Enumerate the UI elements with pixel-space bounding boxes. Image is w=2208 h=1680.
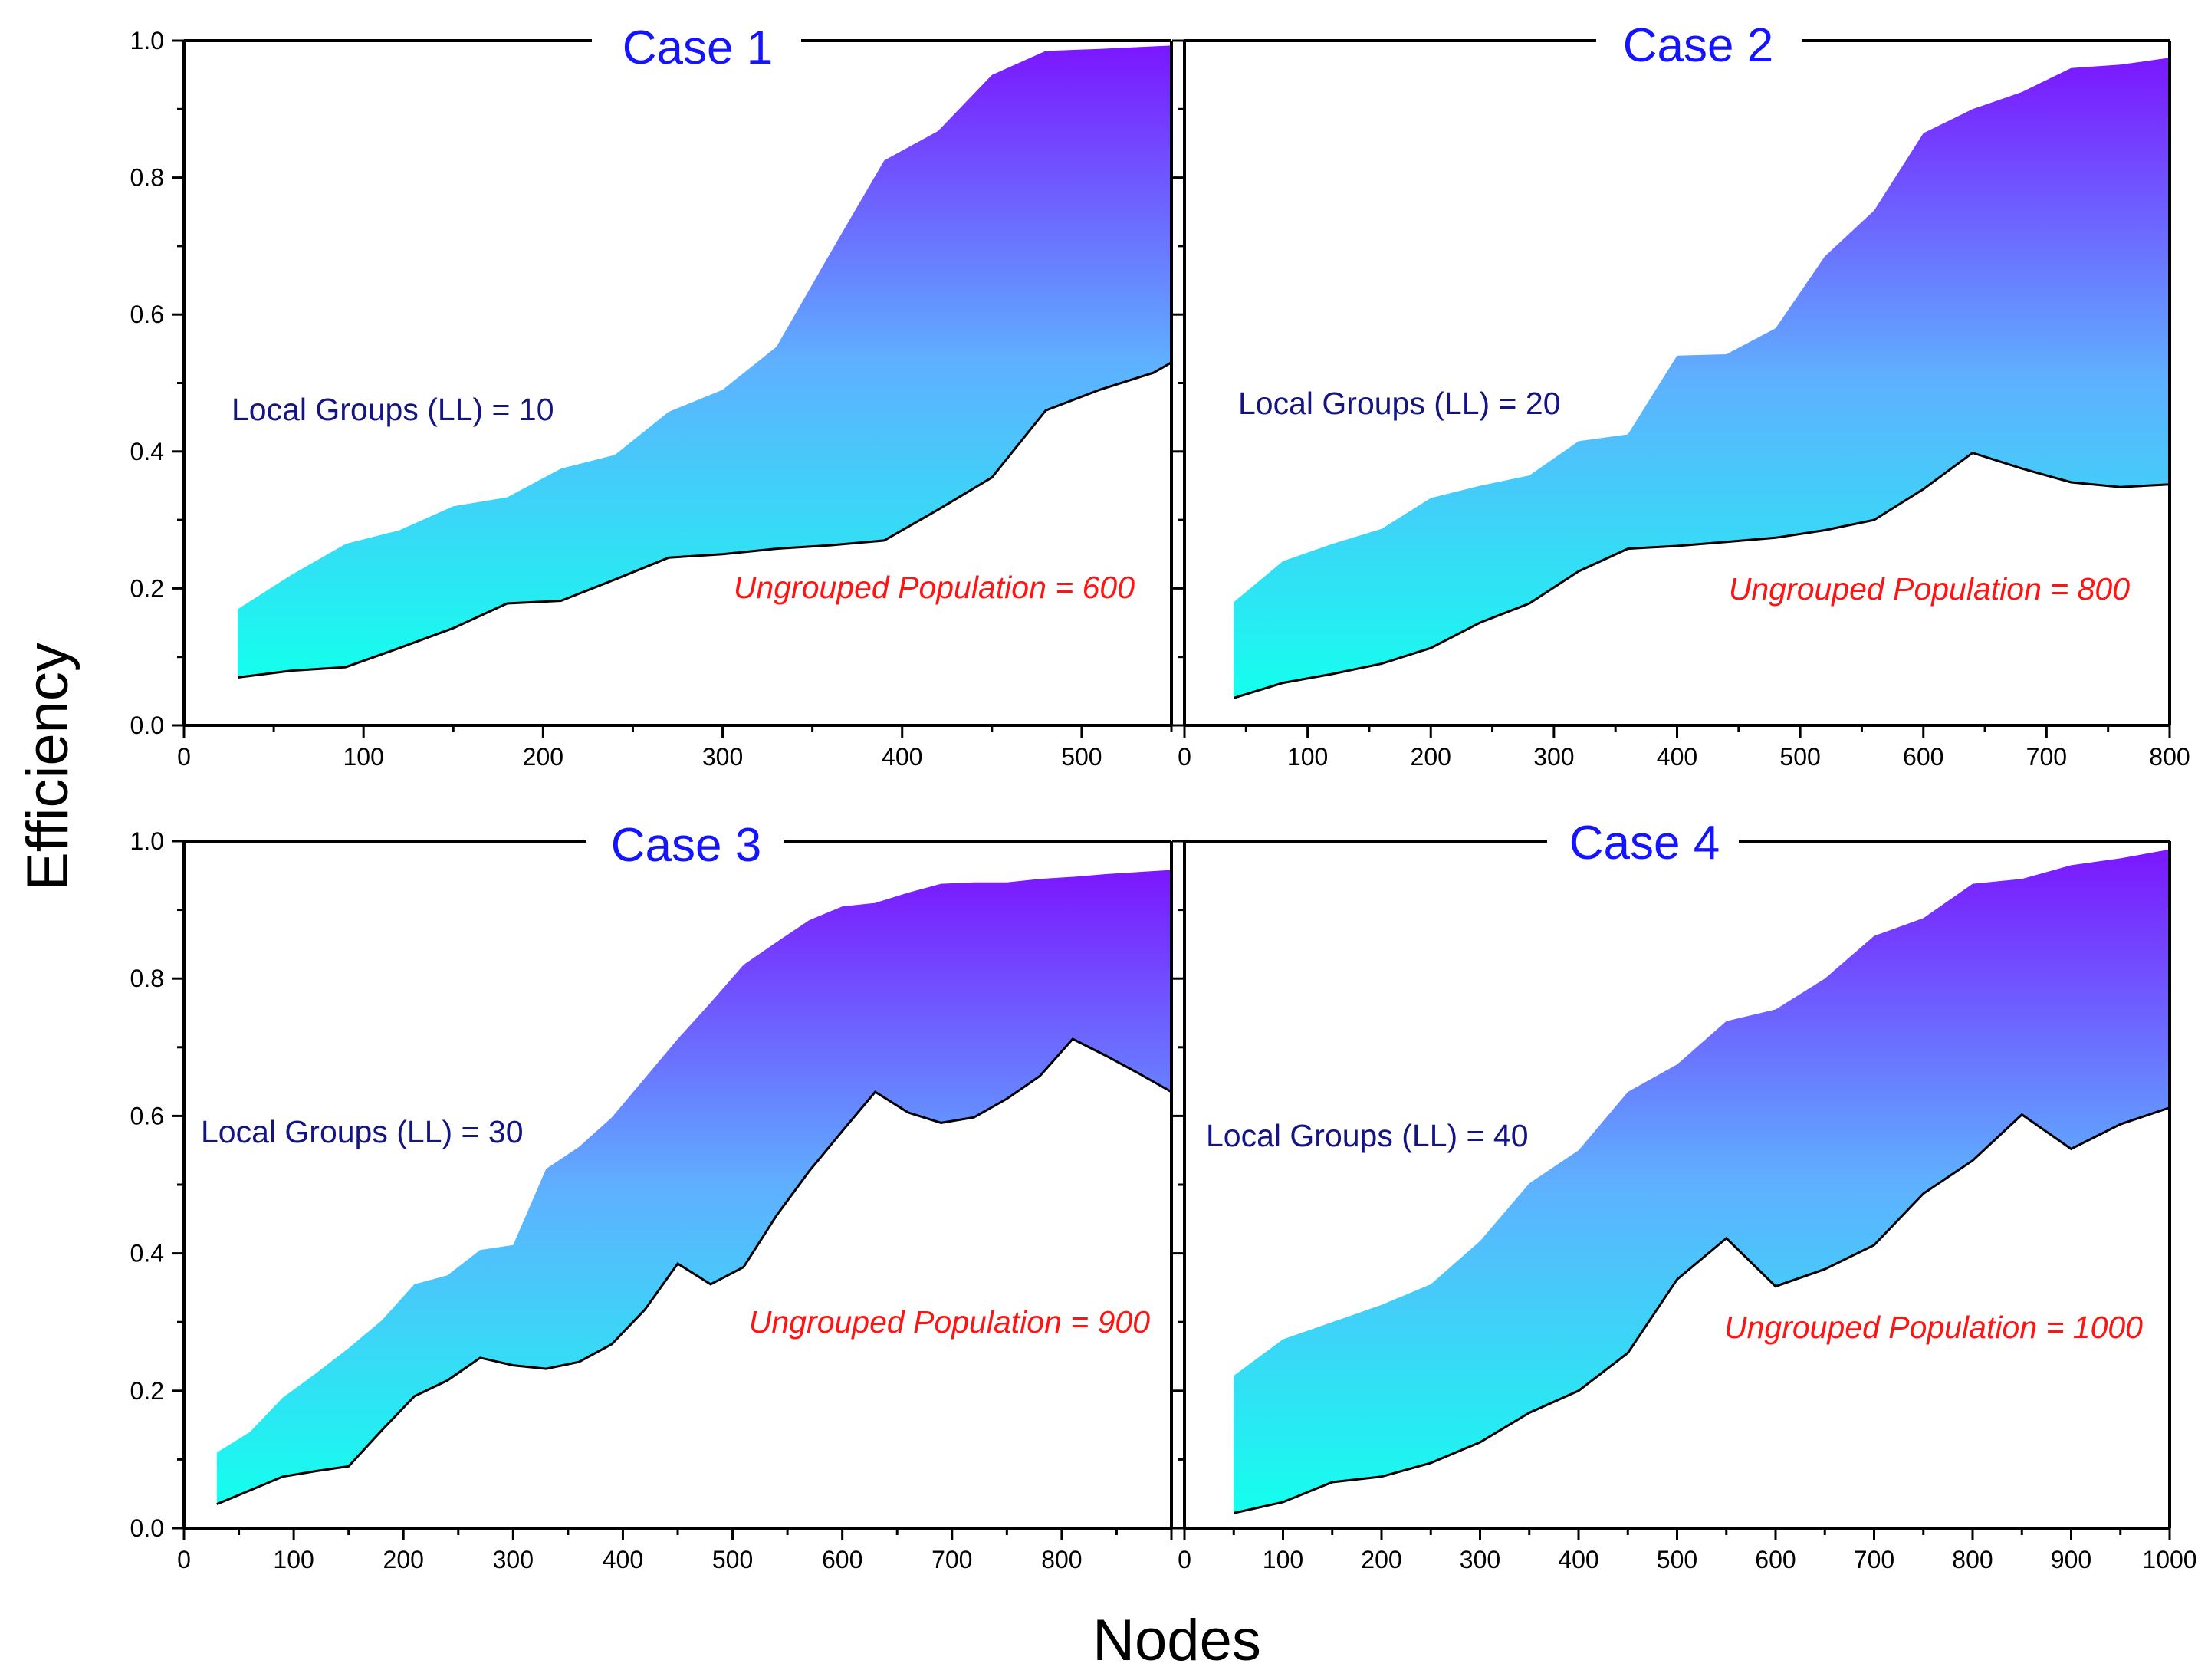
x-tick-label: 300: [1460, 1546, 1500, 1573]
x-tick-label: 800: [1952, 1546, 1993, 1573]
lower-bound-line: [216, 1037, 1172, 1505]
x-tick-label: 100: [273, 1546, 314, 1573]
x-tick-label: 400: [1657, 743, 1697, 771]
ungrouped-population-label: Ungrouped Population = 800: [1729, 571, 2130, 607]
x-tick-label: 400: [603, 1546, 643, 1573]
x-axis-title: Nodes: [1092, 1608, 1261, 1673]
case-title: Case 3: [611, 819, 761, 872]
lower-bound-line: [1233, 451, 2170, 699]
y-tick-label: 0.4: [130, 438, 164, 465]
efficiency-band: [1234, 58, 2170, 699]
ungrouped-population-label: Ungrouped Population = 900: [749, 1304, 1150, 1340]
x-tick-label: 300: [702, 743, 743, 771]
x-tick-label: 0: [1178, 1546, 1191, 1573]
x-tick-label: 600: [1903, 743, 1944, 771]
case-title: Case 1: [623, 21, 773, 74]
y-tick-label: 0.2: [130, 574, 164, 602]
x-tick-label: 500: [1657, 1546, 1697, 1573]
x-tick-label: 200: [1361, 1546, 1401, 1573]
panel-case-3: 0 100 200 300 400 500 600 700 800 0.0 0.2 0.4 0.6 0.8…: [130, 819, 1173, 1573]
x-tick-label: 500: [1779, 743, 1820, 771]
x-tick-label: 0: [177, 1546, 191, 1573]
case-title: Case 4: [1569, 817, 1720, 870]
x-tick-label: 0: [1178, 743, 1191, 771]
y-tick-label: 0.6: [130, 1102, 164, 1129]
x-tick-label: 200: [383, 1546, 424, 1573]
x-tick-label: 100: [343, 743, 383, 771]
local-groups-label: Local Groups (LL) = 10: [232, 392, 554, 427]
panel-case-1: 0 100 200 300 400 500 0.0 0.2 0.4 0.6 0.8 1.0 Case 1…: [130, 21, 1173, 771]
lower-bound-line: [238, 361, 1172, 679]
x-tick-label: 600: [1755, 1546, 1796, 1573]
x-tick-label: 400: [882, 743, 922, 771]
x-tick-label: 700: [2026, 743, 2067, 771]
lower-bound-line: [1233, 1106, 2170, 1514]
case-title: Case 2: [1623, 19, 1773, 72]
x-tick-label: 1000: [2142, 1546, 2196, 1573]
ungrouped-population-label: Ungrouped Population = 600: [734, 570, 1135, 605]
x-tick-label: 300: [493, 1546, 534, 1573]
x-tick-label: 200: [523, 743, 564, 771]
x-tick-label: 700: [1854, 1546, 1894, 1573]
y-axis-title: Efficiency: [15, 643, 80, 891]
x-tick-label: 700: [932, 1546, 972, 1573]
x-tick-label: 900: [2051, 1546, 2091, 1573]
x-tick-label: 800: [1041, 1546, 1082, 1573]
x-tick-label: 300: [1533, 743, 1574, 771]
y-tick-label: 0.2: [130, 1377, 164, 1405]
y-tick-label: 1.0: [130, 27, 164, 54]
y-tick-label: 0.0: [130, 1514, 164, 1542]
x-tick-label: 100: [1263, 1546, 1303, 1573]
panel-case-2: 0 100 200 300 400 500 600 700 800 Case 2 Local Gro…: [1172, 19, 2190, 771]
efficiency-band: [238, 45, 1171, 678]
y-tick-label: 1.0: [130, 827, 164, 855]
efficiency-band: [1234, 849, 2170, 1514]
ungrouped-population-label: Ungrouped Population = 1000: [1724, 1310, 2143, 1345]
y-tick-label: 0.4: [130, 1240, 164, 1267]
panels: 0 100 200 300 400 500 0.0 0.2 0.4 0.6 0.8 1.0 Case 1…: [130, 19, 2197, 1573]
local-groups-label: Local Groups (LL) = 20: [1238, 386, 1561, 421]
x-tick-label: 100: [1287, 743, 1328, 771]
y-tick-label: 0.8: [130, 164, 164, 192]
x-tick-label: 800: [2149, 743, 2190, 771]
local-groups-label: Local Groups (LL) = 40: [1206, 1118, 1529, 1153]
x-tick-label: 500: [712, 1546, 753, 1573]
x-tick-label: 200: [1411, 743, 1451, 771]
x-tick-label: 0: [177, 743, 191, 771]
panel-case-4: 0 100 200 300 400 500 600 700 800 900 1000 Case 4 Lo…: [1172, 817, 2197, 1573]
x-tick-label: 400: [1558, 1546, 1598, 1573]
x-tick-label: 500: [1061, 743, 1102, 771]
local-groups-label: Local Groups (LL) = 30: [201, 1114, 524, 1149]
y-tick-label: 0.6: [130, 301, 164, 328]
efficiency-band: [216, 870, 1171, 1504]
x-tick-label: 600: [822, 1546, 863, 1573]
y-tick-label: 0.8: [130, 965, 164, 992]
y-tick-label: 0.0: [130, 712, 164, 739]
